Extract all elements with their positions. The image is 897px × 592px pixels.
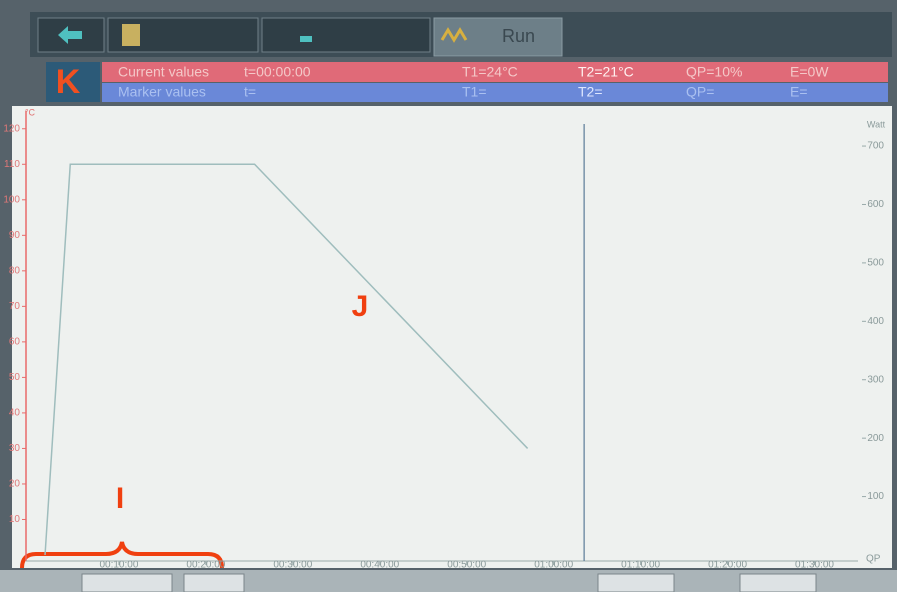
status-t2: T2= xyxy=(578,84,603,100)
y-unit: °C xyxy=(25,107,36,117)
plot-background xyxy=(12,106,892,568)
screen: Run K Current values t=00:00:00 T1=24°C … xyxy=(0,0,897,592)
y-tick-label: 80 xyxy=(9,265,21,276)
tab-label: Run xyxy=(502,26,535,46)
y-tick-label: 110 xyxy=(4,159,20,170)
y-tick-label: 120 xyxy=(3,123,20,134)
status-t2: T2=21°C xyxy=(578,64,634,80)
status-label: Current values xyxy=(118,64,209,80)
y2-tick-label: 500 xyxy=(867,258,884,269)
annotation: J xyxy=(352,290,369,323)
field[interactable] xyxy=(184,574,244,592)
y-tick-label: 70 xyxy=(9,301,21,312)
notes-icon xyxy=(122,24,140,46)
y2-tick-label: 600 xyxy=(867,199,884,210)
y-tick-label: 40 xyxy=(9,408,21,419)
x-tick-label: 00:50:00 xyxy=(447,560,486,571)
marker-values-bar xyxy=(102,83,888,102)
tab-display[interactable] xyxy=(262,18,430,52)
y-tick-label: 20 xyxy=(9,479,21,490)
y2-tick-label: 700 xyxy=(867,141,884,152)
y-tick-label: 10 xyxy=(9,514,21,525)
y2-unit: Watt xyxy=(867,119,886,129)
annotation: I xyxy=(116,482,124,515)
status-label: Marker values xyxy=(118,84,206,100)
y2-tick-label: 300 xyxy=(867,374,884,385)
x-tick-label: 00:30:00 xyxy=(273,560,312,571)
status-t: t= xyxy=(244,84,256,100)
page: Run K Current values t=00:00:00 T1=24°C … xyxy=(0,0,897,592)
y2-tick-label: 100 xyxy=(867,491,884,502)
y-tick-label: 60 xyxy=(9,337,21,348)
status-qp: QP= xyxy=(686,84,714,100)
y-tick-label: 100 xyxy=(3,194,20,205)
y-tick-label: 90 xyxy=(9,230,21,241)
status-t: t=00:00:00 xyxy=(244,64,311,80)
y-tick-label: 50 xyxy=(9,372,21,383)
x-label: QP xyxy=(866,554,881,565)
x-tick-label: 01:10:00 xyxy=(621,560,660,571)
y2-tick-label: 200 xyxy=(867,433,884,444)
x-tick-label: 01:20:00 xyxy=(708,560,747,571)
field[interactable] xyxy=(740,574,816,592)
y2-tick-label: 400 xyxy=(867,316,884,327)
x-tick-label: 00:40:00 xyxy=(360,560,399,571)
x-tick-label: 01:00:00 xyxy=(534,560,573,571)
field[interactable] xyxy=(598,574,674,592)
status-t1: T1= xyxy=(462,84,487,100)
status-t1: T1=24°C xyxy=(462,64,518,80)
display-icon xyxy=(300,36,312,42)
x-tick-label: 01:30:00 xyxy=(795,560,834,571)
x-tick-label: 00:20:00 xyxy=(186,560,225,571)
status-e: E= xyxy=(790,84,808,100)
status-qp: QP=10% xyxy=(686,64,742,80)
logo: K xyxy=(56,63,81,101)
field[interactable] xyxy=(82,574,172,592)
status-e: E=0W xyxy=(790,64,829,80)
y-tick-label: 30 xyxy=(9,443,21,454)
x-tick-label: 00:10:00 xyxy=(99,560,138,571)
